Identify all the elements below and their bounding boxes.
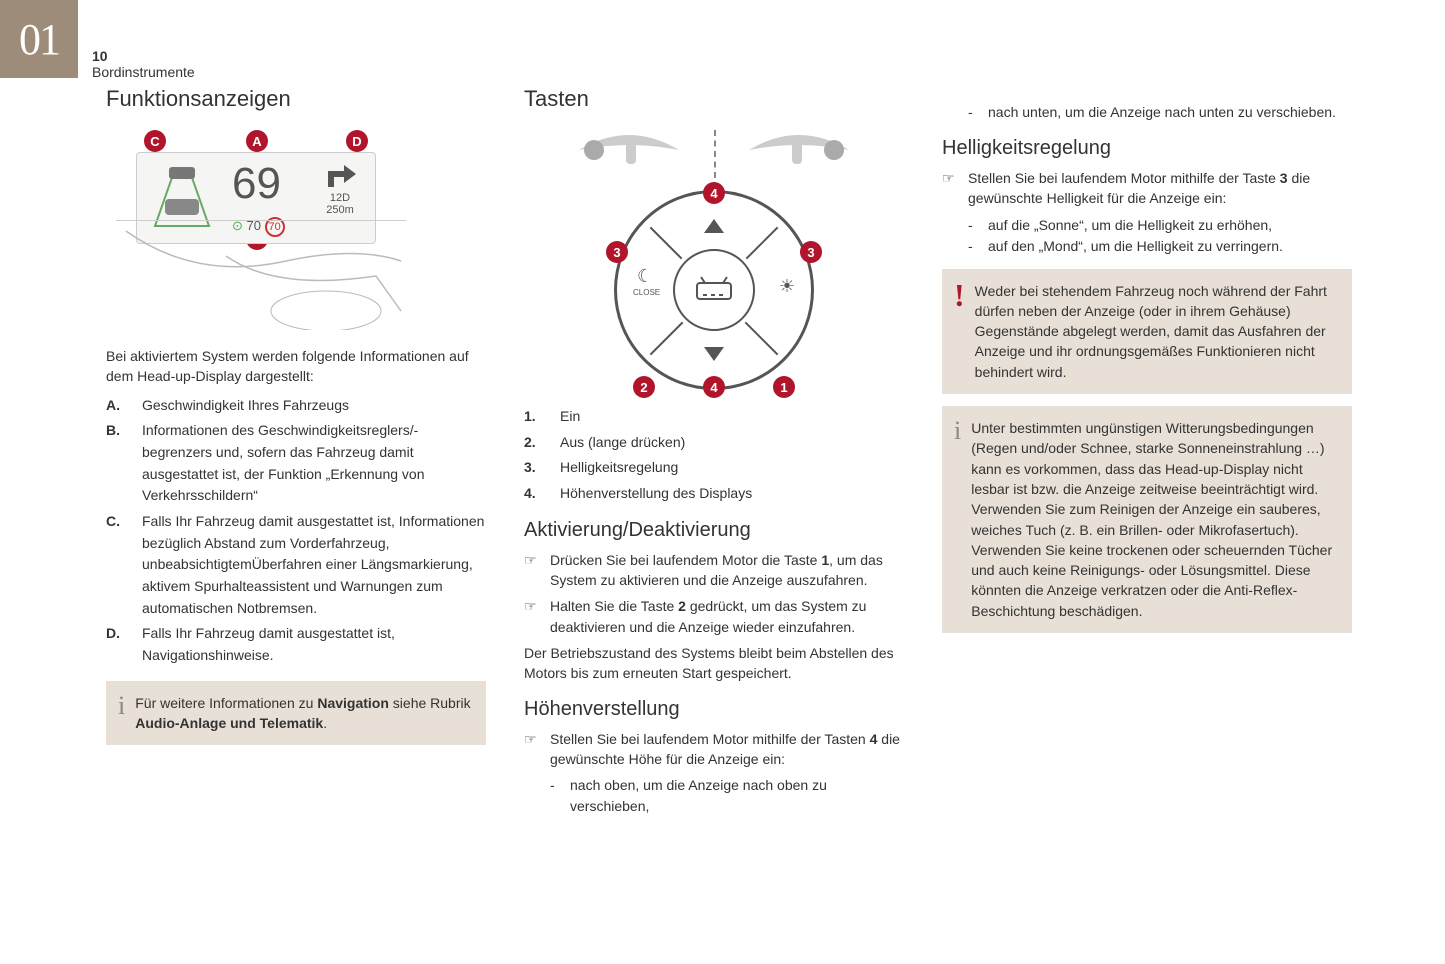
steering-left-icon — [574, 130, 684, 170]
hand-icon: ☞ — [942, 168, 958, 209]
mk-1: 1. — [524, 406, 544, 428]
arrow-up-icon — [704, 219, 724, 233]
section-title: Bordinstrumente — [92, 64, 195, 80]
center-divider-icon — [714, 130, 716, 178]
info-icon: i — [954, 418, 961, 621]
ib-post: . — [323, 715, 327, 731]
mk-a: A. — [106, 395, 126, 417]
column-3: -nach unten, um die Anzeige nach unten z… — [942, 86, 1352, 817]
dashboard-outline-icon — [116, 220, 406, 330]
brightness-list: ☞Stellen Sie bei laufendem Motor mithilf… — [942, 168, 1352, 209]
hud-speed: 69 — [232, 159, 281, 209]
item-3: Helligkeitsregelung — [560, 457, 678, 479]
chapter-badge: 01 — [0, 0, 78, 78]
dash-icon: - — [550, 775, 560, 817]
mk-b: B. — [106, 420, 126, 507]
item-d: Falls Ihr Fahrzeug damit ausgestattet is… — [142, 623, 486, 666]
item-1: Ein — [560, 406, 580, 428]
column-1: Funktionsanzeigen C A D B 69 — [106, 86, 486, 817]
callout-a: A — [246, 130, 268, 152]
info-box-weather: i Unter bestimmten ungünstigen Witterung… — [942, 406, 1352, 633]
callout-c: C — [144, 130, 166, 152]
mk-3: 3. — [524, 457, 544, 479]
item-c: Falls Ihr Fahrzeug damit ausgestattet is… — [142, 511, 486, 619]
col3-heading: Helligkeitsregelung — [942, 137, 1352, 160]
callout-1: 1 — [773, 376, 795, 398]
hud-center-icon — [673, 249, 755, 331]
moon-icon: ☾ — [637, 266, 653, 287]
mk-2: 2. — [524, 432, 544, 454]
sub1-para: Der Betriebszustand des Systems bleibt b… — [524, 643, 904, 684]
act-2: Halten Sie die Taste 2 gedrückt, um das … — [550, 596, 904, 637]
height-list: ☞Stellen Sie bei laufendem Motor mithilf… — [524, 729, 904, 770]
warning-icon: ! — [954, 281, 965, 382]
mk-d: D. — [106, 623, 126, 666]
col1-intro: Bei aktiviertem System werden folgende I… — [106, 346, 486, 387]
figure-buttons: ☾ CLOSE ☀ 1 2 3 3 4 4 — [524, 130, 904, 390]
item-b: Informationen des Geschwindigkeitsregler… — [142, 420, 486, 507]
figure-hud: C A D B 69 12D 250m — [106, 130, 486, 330]
mk-c: C. — [106, 511, 126, 619]
col3-toplist: -nach unten, um die Anzeige nach unten z… — [942, 102, 1352, 123]
nav-dist: 250m — [315, 204, 365, 216]
column-2: Tasten ☾ — [524, 86, 904, 817]
info-icon: i — [118, 693, 125, 734]
number-list: 1. Ein 2. Aus (lange drücken) 3. Helligkeit… — [524, 406, 904, 505]
item-a: Geschwindigkeit Ihres Fahrzeugs — [142, 395, 349, 417]
hand-icon: ☞ — [524, 550, 540, 591]
warning-text: Weder bei stehendem Fahrzeug noch währen… — [975, 281, 1338, 382]
callout-3l: 3 — [606, 241, 628, 263]
dash-icon: - — [968, 215, 978, 236]
mk-4: 4. — [524, 483, 544, 505]
letter-list: A. Geschwindigkeit Ihres Fahrzeugs B.Info… — [106, 395, 486, 667]
steering-right-icon — [744, 130, 854, 170]
sun-icon: ☀ — [779, 276, 795, 297]
col1-heading: Funktionsanzeigen — [106, 86, 486, 112]
ib-b2: Audio-Anlage und Telematik — [135, 715, 323, 731]
ib-pre: Für weitere Informationen zu — [135, 695, 317, 711]
info-weather-text: Unter bestimmten ungünstigen Witterungsb… — [971, 418, 1338, 621]
control-dial: ☾ CLOSE ☀ 1 2 3 3 4 4 — [614, 190, 814, 390]
hand-icon: ☞ — [524, 729, 540, 770]
dash-icon: - — [968, 102, 978, 123]
activation-list: ☞Drücken Sie bei laufendem Motor die Tas… — [524, 550, 904, 637]
callout-2: 2 — [633, 376, 655, 398]
height-1: Stellen Sie bei laufendem Motor mithilfe… — [550, 729, 904, 770]
bright-li2: auf den „Mond“, um die Helligkeit zu ver… — [988, 236, 1283, 257]
callout-d: D — [346, 130, 368, 152]
bright-1: Stellen Sie bei laufendem Motor mithilfe… — [968, 168, 1352, 209]
nav-exit: 12D — [315, 192, 365, 204]
warning-box: ! Weder bei stehendem Fahrzeug noch währ… — [942, 269, 1352, 394]
bright-li1: auf die „Sonne“, um die Helligkeit zu er… — [988, 215, 1272, 236]
height-sublist: -nach oben, um die Anzeige nach oben zu … — [524, 775, 904, 817]
act-1: Drücken Sie bei laufendem Motor die Tast… — [550, 550, 904, 591]
col3-topli: nach unten, um die Anzeige nach unten zu… — [988, 102, 1336, 123]
brightness-sublist: -auf die „Sonne“, um die Helligkeit zu e… — [942, 215, 1352, 257]
height-li1: nach oben, um die Anzeige nach oben zu v… — [570, 775, 904, 817]
page-header: 10 Bordinstrumente — [92, 48, 195, 80]
nav-arrow-icon — [322, 161, 358, 189]
content-columns: Funktionsanzeigen C A D B 69 — [106, 86, 1405, 817]
col2-heading: Tasten — [524, 86, 904, 112]
info-box-nav: i Für weitere Informationen zu Navigatio… — [106, 681, 486, 746]
close-label: CLOSE — [633, 288, 660, 297]
callout-4b: 4 — [703, 376, 725, 398]
item-2: Aus (lange drücken) — [560, 432, 685, 454]
dash-icon: - — [968, 236, 978, 257]
ib-b1: Navigation — [317, 695, 389, 711]
ib-mid: siehe Rubrik — [389, 695, 471, 711]
arrow-down-icon — [704, 347, 724, 361]
hud-nav: 12D 250m — [315, 161, 365, 216]
sub2-heading: Höhenverstellung — [524, 698, 904, 721]
sub1-heading: Aktivierung/Deaktivierung — [524, 519, 904, 542]
infobox-nav-text: Für weitere Informationen zu Navigation … — [135, 693, 472, 734]
item-4: Höhenverstellung des Displays — [560, 483, 752, 505]
callout-3r: 3 — [800, 241, 822, 263]
page-number: 10 — [92, 48, 195, 64]
callout-4t: 4 — [703, 182, 725, 204]
hand-icon: ☞ — [524, 596, 540, 637]
